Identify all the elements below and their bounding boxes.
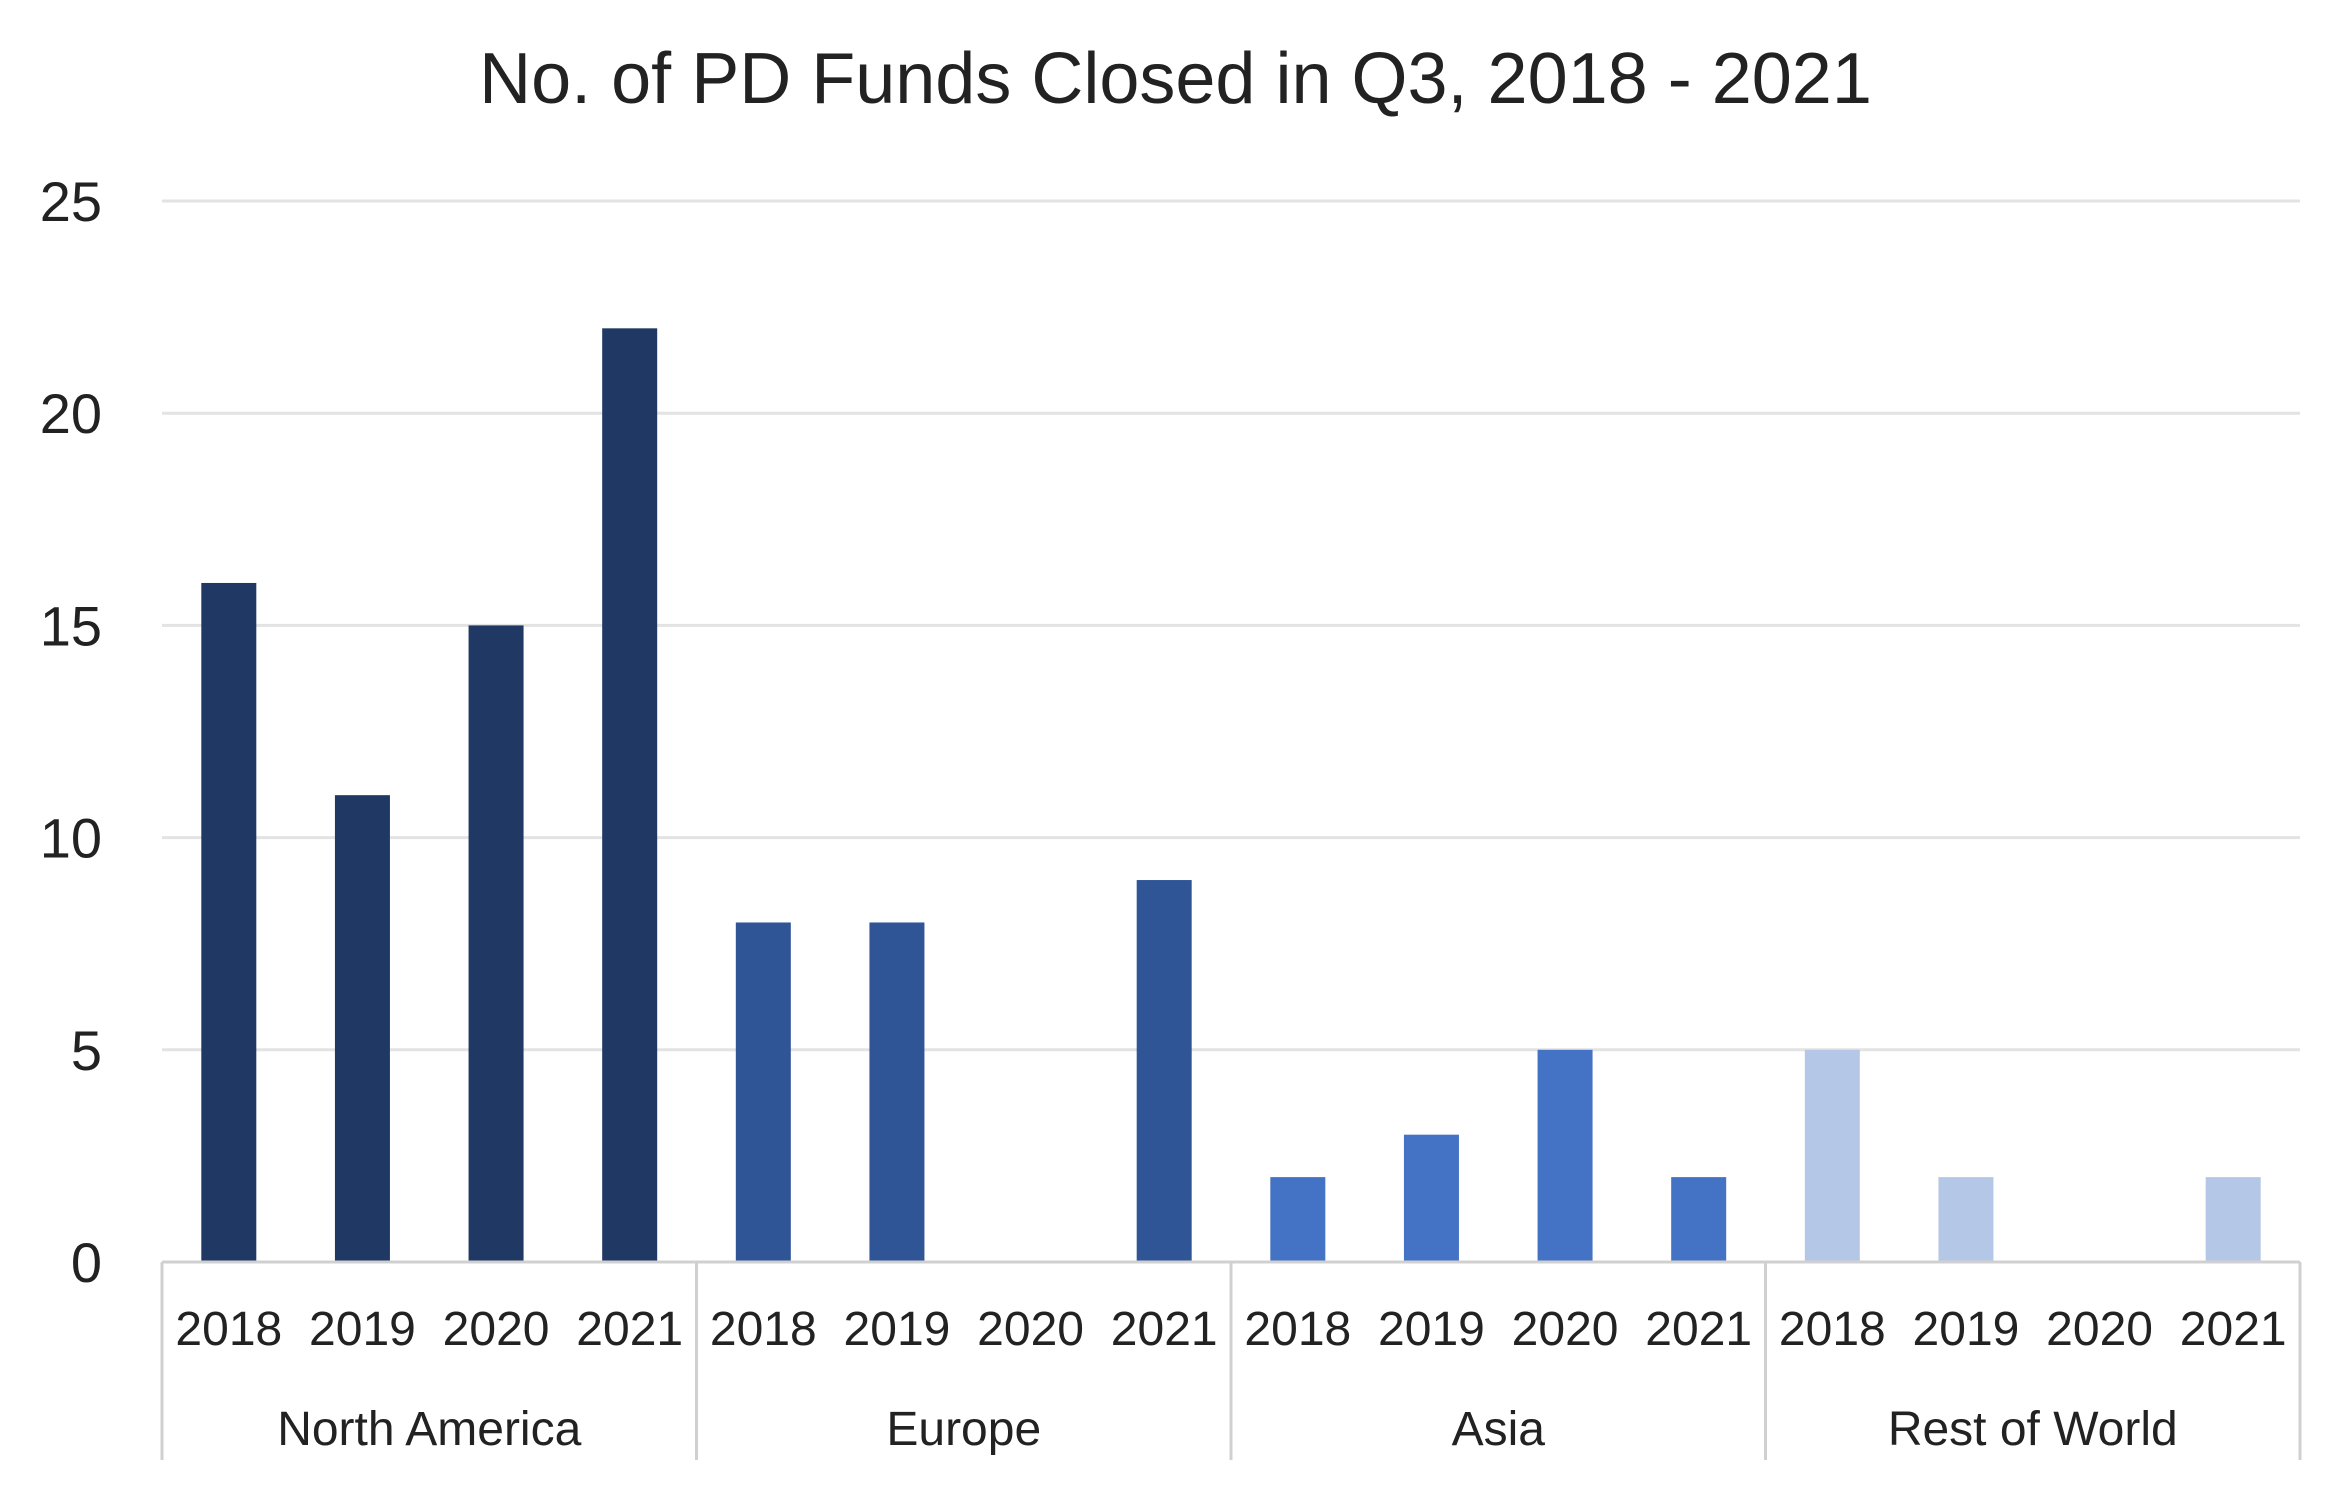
bar-rest-of-world-2018 [1804,1049,1860,1262]
bar-asia-2019 [1403,1134,1459,1262]
group-label-europe: Europe [886,1403,1041,1456]
y-tick-label-15: 15 [40,594,102,657]
x-tick-label-2020: 2020 [977,1303,1084,1356]
bar-europe-2018 [735,922,791,1262]
x-tick-label-2020: 2020 [2046,1303,2153,1356]
x-tick-label-2020: 2020 [443,1303,550,1356]
bar-europe-2021 [1136,880,1192,1262]
x-tick-label-2021: 2021 [1111,1303,1218,1356]
y-axis-ticks: 0 5 10 15 20 25 [40,170,102,1294]
x-axis-group-labels: North America Europe Asia Rest of World [277,1403,2177,1456]
bar-rest-of-world-2021 [2205,1177,2261,1262]
bar-asia-2021 [1671,1177,1727,1262]
y-tick-label-5: 5 [71,1019,102,1082]
y-tick-label-20: 20 [40,382,102,445]
bar-north-america-2018 [201,582,257,1262]
y-tick-label-25: 25 [40,170,102,233]
x-tick-label-2021: 2021 [576,1303,683,1356]
group-label-north-america: North America [277,1403,581,1456]
x-tick-label-2018: 2018 [175,1303,282,1356]
bar-europe-2019 [869,922,925,1262]
bar-asia-2018 [1270,1177,1326,1262]
x-axis [160,1260,2302,1460]
x-tick-label-2018: 2018 [1779,1303,1886,1356]
chart-title: No. of PD Funds Closed in Q3, 2018 - 202… [479,39,1872,119]
x-tick-label-2019: 2019 [844,1303,951,1356]
x-axis-tick-labels: 2018 2019 2020 2021 2018 2019 2020 2021 2018 2019… [175,1303,2286,1356]
x-tick-label-2019: 2019 [309,1303,416,1356]
x-tick-label-2020: 2020 [1512,1303,1619,1356]
bars [201,328,2261,1262]
bar-rest-of-world-2019 [1938,1177,1994,1262]
bar-asia-2020 [1537,1049,1593,1262]
y-tick-label-10: 10 [40,807,102,870]
x-tick-label-2019: 2019 [1378,1303,1485,1356]
x-tick-label-2021: 2021 [2180,1303,2287,1356]
bar-north-america-2021 [602,328,658,1262]
x-tick-label-2021: 2021 [1645,1303,1752,1356]
group-label-asia: Asia [1452,1403,1546,1456]
x-tick-label-2018: 2018 [1244,1303,1351,1356]
x-tick-label-2018: 2018 [710,1303,817,1356]
bar-north-america-2019 [334,795,390,1262]
y-tick-label-0: 0 [71,1231,102,1294]
x-tick-label-2019: 2019 [1913,1303,2020,1356]
bar-north-america-2020 [468,625,524,1262]
group-label-rest-of-world: Rest of World [1888,1403,2178,1456]
